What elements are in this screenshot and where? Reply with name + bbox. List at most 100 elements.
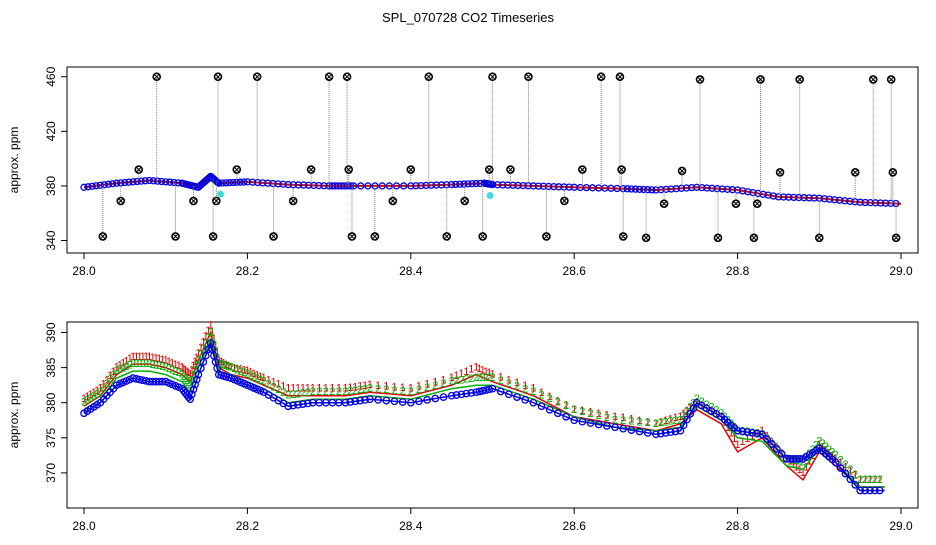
series-marker-label: 2: [97, 386, 103, 398]
series-marker: [187, 390, 196, 399]
reference-point-cross: [661, 201, 667, 207]
data-point: [400, 182, 408, 190]
data-point: [545, 182, 553, 191]
series-marker: [671, 427, 680, 436]
series-marker-label: 2: [342, 386, 348, 398]
series-marker-label: 2: [212, 345, 218, 357]
reference-point-cross: [757, 76, 764, 83]
series-marker: [738, 427, 747, 436]
series-marker-label: 2: [555, 397, 561, 409]
reference-point: [406, 165, 416, 174]
reference-point-cross: [154, 74, 160, 80]
data-point: [133, 177, 141, 186]
y-tick-label: 385: [44, 357, 58, 377]
highlight-point: [216, 190, 224, 198]
series-marker-label: 2: [449, 376, 455, 388]
series-marker-label: 2: [123, 361, 129, 373]
series-marker-label: 1: [400, 382, 406, 394]
data-point: [836, 196, 844, 204]
reference-point-cross: [715, 235, 721, 241]
series-marker-label: 1: [310, 383, 316, 395]
series-marker-label: 2: [182, 373, 188, 385]
series-marker-label: 2: [114, 365, 120, 377]
series-marker: [661, 429, 670, 437]
series-marker-label: 2: [295, 388, 301, 400]
series-marker: [866, 486, 874, 495]
series-marker: [196, 364, 205, 373]
series-marker-label: 2: [214, 352, 220, 364]
series-marker: [189, 385, 198, 394]
series-marker-label: 2: [226, 361, 232, 373]
data-point: [392, 182, 401, 190]
series-marker-label: 2: [194, 360, 200, 372]
series-marker-label: 2: [362, 383, 368, 395]
series-marker: [841, 469, 850, 478]
reference-point-cross: [697, 76, 703, 83]
data-point: [88, 182, 96, 190]
series-marker-label: 1: [209, 327, 215, 339]
series-marker-label: 2: [195, 355, 201, 367]
series-marker: [186, 395, 195, 404]
reference-point: [324, 72, 334, 82]
reference-point-cross: [598, 74, 604, 80]
series-marker-label: 2: [84, 395, 90, 407]
series-marker-label: 1: [104, 374, 110, 386]
reference-point: [134, 165, 144, 174]
data-point: [125, 178, 133, 186]
series-marker: [795, 455, 804, 463]
series-marker-label: 1: [362, 380, 368, 392]
series-marker: [374, 396, 382, 404]
data-point: [456, 180, 464, 188]
x-tick-label: 28.2: [236, 264, 260, 278]
series-marker-label: 1: [663, 415, 669, 427]
series-marker-label: 1: [316, 383, 322, 395]
series-marker-label: 1: [190, 360, 196, 372]
data-point: [464, 180, 472, 188]
series-marker-label: 1: [275, 378, 281, 390]
series-marker: [578, 417, 587, 426]
data-point: [723, 185, 732, 193]
data-point: [84, 183, 92, 191]
series-marker-label: 2: [153, 360, 159, 372]
reference-point-cross: [617, 74, 623, 80]
series-marker: [619, 424, 628, 433]
series-marker-label: 2: [187, 379, 193, 391]
series-marker-label: 1: [774, 442, 780, 454]
series-marker-label: 2: [463, 374, 469, 386]
series-marker-label: 1: [94, 385, 100, 397]
series-marker: [861, 486, 869, 495]
series-marker: [743, 428, 752, 437]
reference-point: [98, 232, 108, 241]
data-point: [800, 194, 808, 202]
series-marker-label: 1: [463, 366, 469, 378]
series-marker-label: 2: [416, 384, 422, 396]
data-point: [785, 193, 793, 201]
y-tick-label: 370: [44, 463, 58, 483]
series-marker: [299, 400, 307, 408]
data-point: [229, 178, 237, 187]
series-marker-label: 2: [248, 370, 254, 382]
series-marker: [603, 422, 611, 430]
series-marker-label: 2: [110, 369, 116, 381]
series-marker-label: 2: [257, 374, 263, 386]
series-marker: [341, 398, 350, 407]
series-marker-label: 2: [231, 363, 237, 375]
series-marker-label: 1: [140, 351, 146, 363]
series-marker-label: 2: [117, 364, 123, 376]
series-marker-label: 1: [159, 354, 165, 366]
series-marker: [289, 401, 298, 410]
series-marker: [758, 430, 766, 439]
series-marker-label: 2: [862, 474, 868, 486]
reference-point-cross: [234, 167, 240, 173]
series-marker: [772, 445, 781, 453]
series-marker-label: 2: [823, 441, 829, 453]
series-marker: [346, 398, 355, 406]
series-marker-label: 1: [555, 395, 561, 407]
series-marker-label: 2: [163, 362, 169, 374]
series-marker: [529, 398, 538, 407]
series-marker-label: 1: [735, 439, 741, 451]
reference-point: [752, 199, 762, 208]
series-marker-label: 1: [248, 367, 254, 379]
reference-point: [116, 196, 126, 206]
